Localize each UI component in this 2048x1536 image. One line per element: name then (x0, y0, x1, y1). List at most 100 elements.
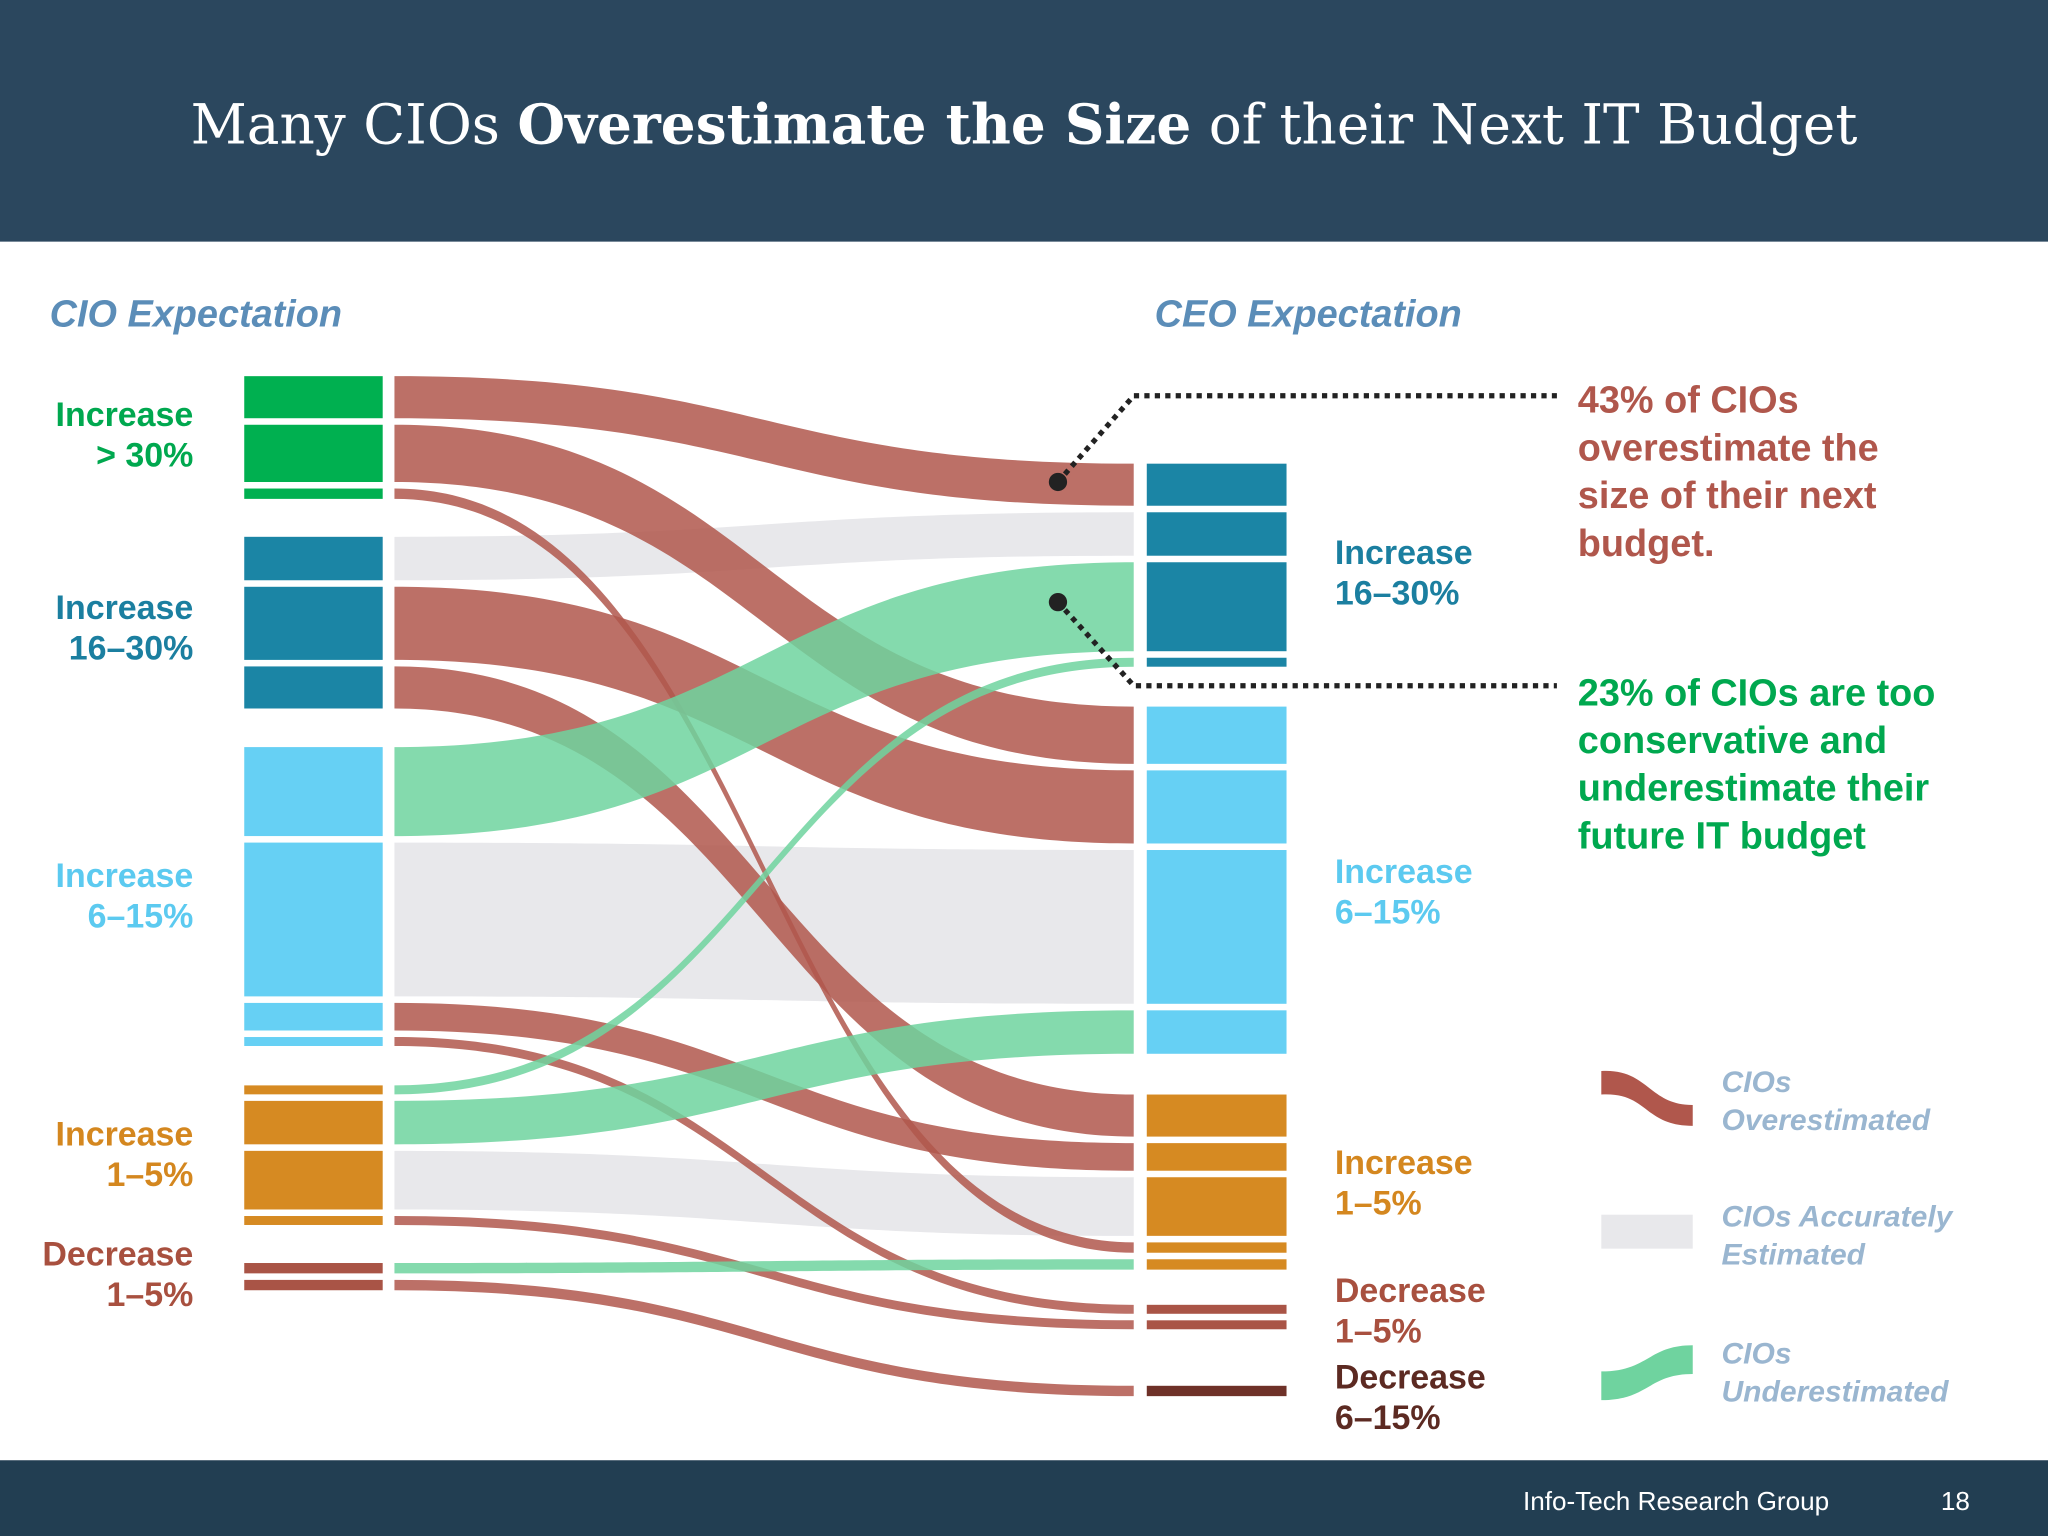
right-node-segment-dec6_15 (1146, 1385, 1287, 1397)
left-node-segment-6_15 (244, 747, 383, 837)
left-label-1_5-line2: 1–5% (106, 1156, 193, 1194)
legend-underestimated-swatch (1601, 1345, 1693, 1401)
flow-over-gt30-to-16_30 (394, 376, 1134, 506)
title-bold: Overestimate the Size (517, 92, 1191, 157)
right-label-16_30-line1: Increase (1335, 534, 1473, 572)
footer-bar (0, 1460, 2048, 1536)
left-label-gt30-line2: > 30% (96, 436, 193, 474)
legend-overestimated-line2: Overestimated (1721, 1104, 1930, 1137)
annotation-0-line-2: size of their next (1578, 475, 1877, 517)
annotation-1-line-0: 23% of CIOs are too (1578, 672, 1936, 714)
left-node-segment-gt30 (244, 376, 383, 419)
right-node-segment-16_30 (1146, 657, 1287, 667)
left-node-segment-1_5 (244, 1150, 383, 1210)
right-node-segment-1_5 (1146, 1242, 1287, 1253)
left-label-dec1_5-line1: Decrease (42, 1236, 193, 1274)
right-node-segment-16_30 (1146, 562, 1287, 652)
underestimate-dot (1048, 592, 1068, 612)
flow-under-1_5-to-6_15 (394, 1010, 1134, 1145)
legend-overestimated-swatch (1601, 1070, 1693, 1126)
left-label-6_15-line2: 6–15% (88, 897, 194, 935)
legend-accurate-swatch (1601, 1214, 1693, 1249)
left-node-segment-16_30 (244, 536, 383, 581)
left-node-segment-gt30 (244, 488, 383, 499)
flow-accurate-1_5-to-1_5 (394, 1150, 1134, 1236)
left-node-segment-1_5 (244, 1216, 383, 1225)
right-label-6_15-line1: Increase (1335, 853, 1473, 891)
slide-title: Many CIOs Overestimate the Size of their… (191, 92, 1858, 157)
left-node-segment-1_5 (244, 1100, 383, 1145)
annotation-0-line-1: overestimate the (1578, 427, 1879, 469)
flow-over-gt30-to-1_5 (394, 488, 1134, 1253)
right-label-dec1_5-line2: 1–5% (1335, 1313, 1422, 1351)
annotation-0-line-0: 43% of CIOs (1578, 380, 1799, 422)
right-label-dec1_5-line1: Decrease (1335, 1272, 1486, 1310)
left-label-16_30-line1: Increase (56, 589, 194, 627)
left-node-segment-6_15 (244, 1002, 383, 1031)
legend-accurate-line2: Estimated (1721, 1238, 1865, 1271)
right-label-1_5-line2: 1–5% (1335, 1185, 1422, 1223)
title-part1: Many CIOs (191, 93, 518, 157)
footer-organization: Info-Tech Research Group (1523, 1486, 1829, 1516)
right-node-segment-16_30 (1146, 512, 1287, 556)
left-node-segment-6_15 (244, 842, 383, 997)
right-node-segment-6_15 (1146, 770, 1287, 844)
legend-accurate-line1: CIOs Accurately (1721, 1200, 1953, 1233)
right-label-dec6_15-line2: 6–15% (1335, 1399, 1441, 1437)
left-label-1_5-line1: Increase (56, 1115, 194, 1153)
left-label-16_30-line2: 16–30% (69, 630, 194, 668)
left-label-gt30-line1: Increase (56, 396, 194, 434)
sankey-nodes (244, 376, 1287, 1397)
node-labels: Increase> 30%Increase16–30%Increase6–15%… (42, 396, 1485, 1437)
right-node-segment-6_15 (1146, 1010, 1287, 1054)
legend: CIOs Overestimated CIOs Accurately Estim… (1601, 1066, 1954, 1408)
right-label-1_5-line1: Increase (1335, 1144, 1473, 1182)
sankey-flows (394, 376, 1134, 1397)
left-node-segment-6_15 (244, 1037, 383, 1046)
right-node-segment-dec1_5 (1146, 1320, 1287, 1330)
annotation-1-line-3: future IT budget (1578, 815, 1866, 857)
annotation-1-line-1: conservative and (1578, 720, 1887, 762)
flow-under-dec1_5-to-1_5 (394, 1259, 1134, 1274)
cio-axis-title: CIO Expectation (50, 294, 342, 336)
left-label-6_15-line1: Increase (56, 857, 194, 895)
left-node-segment-16_30 (244, 586, 383, 660)
flow-accurate-6_15-to-6_15 (394, 842, 1134, 1004)
right-node-segment-1_5 (1146, 1094, 1287, 1137)
left-node-segment-1_5 (244, 1085, 383, 1095)
legend-overestimated-line1: CIOs (1721, 1066, 1791, 1099)
left-label-dec1_5-line2: 1–5% (106, 1276, 193, 1314)
flow-over-6_15-to-dec1_5 (394, 1037, 1134, 1314)
left-node-segment-16_30 (244, 666, 383, 709)
legend-underestimated-line2: Underestimated (1721, 1375, 1949, 1408)
overestimate-dot (1048, 472, 1068, 492)
flow-over-16_30-to-1_5 (394, 666, 1134, 1137)
right-node-segment-1_5 (1146, 1177, 1287, 1236)
flow-over-dec1_5-to-dec6_15 (394, 1279, 1134, 1397)
page-number: 18 (1941, 1486, 1970, 1516)
flow-over-1_5-to-dec1_5 (394, 1216, 1134, 1330)
right-node-segment-6_15 (1146, 850, 1287, 1004)
right-node-segment-dec1_5 (1146, 1304, 1287, 1314)
right-label-6_15-line2: 6–15% (1335, 893, 1441, 931)
title-part2: of their Next IT Budget (1191, 93, 1857, 157)
left-node-segment-dec1_5 (244, 1263, 383, 1274)
left-node-segment-gt30 (244, 424, 383, 483)
annotation-0-line-3: budget. (1578, 523, 1715, 565)
annotation-1-line-2: underestimate their (1578, 768, 1930, 810)
right-label-dec6_15-line1: Decrease (1335, 1358, 1486, 1396)
right-node-segment-6_15 (1146, 706, 1287, 764)
left-node-segment-dec1_5 (244, 1279, 383, 1291)
header-bar (0, 0, 2048, 242)
ceo-axis-title: CEO Expectation (1155, 294, 1462, 336)
right-label-16_30-line2: 16–30% (1335, 575, 1460, 613)
annotations: 43% of CIOs overestimate the size of their… (1578, 380, 1936, 858)
right-node-segment-16_30 (1146, 463, 1287, 506)
flow-under-6_15-to-16_30 (394, 562, 1134, 837)
right-node-segment-1_5 (1146, 1143, 1287, 1171)
flow-over-gt30-to-6_15 (394, 424, 1134, 764)
flow-accurate-16_30-to-16_30 (394, 512, 1134, 581)
legend-underestimated-line1: CIOs (1721, 1338, 1791, 1371)
flow-under-1_5-to-16_30 (394, 657, 1134, 1095)
